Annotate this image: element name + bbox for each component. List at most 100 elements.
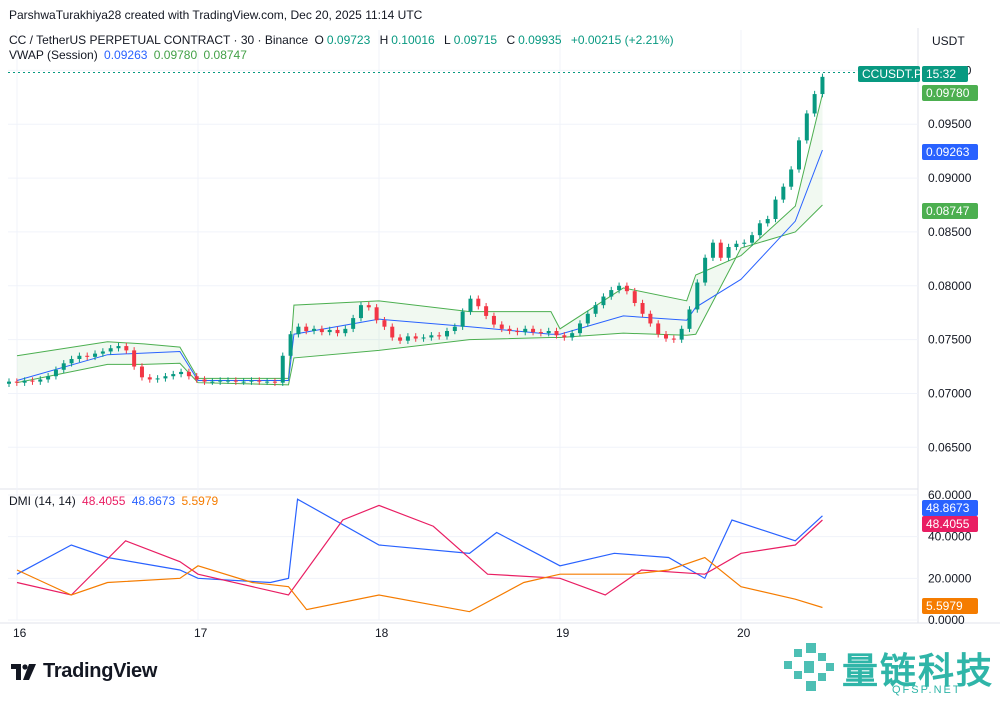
candle-body xyxy=(624,285,629,292)
candle-body xyxy=(562,335,567,338)
candle-body xyxy=(515,331,520,333)
vwap-value: 0.09263 xyxy=(104,48,148,62)
candle-body xyxy=(750,235,755,243)
candle-body xyxy=(163,376,168,379)
time-tick-label: 18 xyxy=(375,626,389,640)
dmi-minus-value: 5.5979 xyxy=(181,494,219,508)
candle-body xyxy=(710,242,715,258)
candle-body xyxy=(77,355,82,359)
countdown-badge-bg xyxy=(922,66,968,82)
candle-body xyxy=(147,377,152,380)
candle-body xyxy=(476,298,481,307)
candle-body xyxy=(366,305,371,308)
candle-body xyxy=(679,328,684,340)
candle-body xyxy=(319,328,324,333)
vwap-upper-badge-bg xyxy=(922,85,978,101)
candle-body xyxy=(671,338,676,340)
candle-body xyxy=(93,353,98,357)
candle-body xyxy=(272,381,277,383)
candle-body xyxy=(327,329,332,333)
vwap-legend: VWAP (Session) 0.09263 0.09780 0.08747 xyxy=(9,48,250,62)
candle-body xyxy=(538,332,543,334)
dmi-tick-label: 60.0000 xyxy=(928,488,972,502)
dmi-tick-label: 20.0000 xyxy=(928,571,972,585)
candle-body xyxy=(585,313,590,324)
vwap-badge: 0.09263 xyxy=(926,145,970,159)
candle-body xyxy=(100,351,105,354)
vwap-lower-value: 0.08747 xyxy=(203,48,247,62)
candle-body xyxy=(241,381,246,383)
candle-body xyxy=(531,328,536,333)
candles xyxy=(7,73,825,387)
candle-body xyxy=(577,323,582,334)
vwap-upper-badge: 0.09780 xyxy=(926,86,970,100)
candle-body xyxy=(445,331,450,337)
candle-body xyxy=(38,379,43,382)
dmi-adx-value: 48.4055 xyxy=(82,494,126,508)
candle-body xyxy=(695,282,700,310)
candle-body xyxy=(570,333,575,338)
vwap-upper-value: 0.09780 xyxy=(153,48,198,62)
symbol-name[interactable]: CC / TetherUS PERPETUAL CONTRACT · 30 · … xyxy=(9,33,309,47)
candle-body xyxy=(390,326,395,338)
candle-body xyxy=(7,381,11,384)
time-tick-label: 20 xyxy=(737,626,751,640)
candle-body xyxy=(155,378,160,380)
candle-body xyxy=(773,199,778,219)
candle-body xyxy=(703,257,708,283)
dmi-legend: DMI (14, 14) 48.4055 48.8673 5.5979 xyxy=(9,494,221,508)
candle-body xyxy=(429,335,434,338)
tradingview-wordmark: TradingView xyxy=(43,660,158,682)
candle-body xyxy=(124,346,129,351)
chart-credit: ParshwaTurakhiya28 created with TradingV… xyxy=(9,8,423,22)
candle-body xyxy=(69,359,74,364)
candle-body xyxy=(812,94,817,114)
dmi-label[interactable]: DMI (14, 14) xyxy=(9,494,76,508)
candle-body xyxy=(757,223,762,236)
candle-body xyxy=(664,334,669,339)
price-tick-label: 0.09000 xyxy=(928,171,972,185)
tradingview-logo[interactable]: TradingView xyxy=(11,660,157,686)
currency-label[interactable]: USDT xyxy=(932,34,965,48)
candle-body xyxy=(116,346,121,349)
candle-body xyxy=(398,337,403,341)
candle-body xyxy=(726,247,731,258)
candle-body xyxy=(218,380,223,382)
candle-body xyxy=(601,296,606,306)
candle-body xyxy=(656,323,661,335)
dmi-lines xyxy=(16,498,823,613)
symbol-legend: CC / TetherUS PERPETUAL CONTRACT · 30 · … xyxy=(9,33,677,47)
candle-body xyxy=(593,305,598,314)
candle-body xyxy=(46,376,51,380)
dmi-adx-badge: 48.4055 xyxy=(926,517,970,531)
candle-body xyxy=(61,363,66,370)
candle-body xyxy=(491,315,496,325)
vwap-label[interactable]: VWAP (Session) xyxy=(9,48,98,62)
candle-body xyxy=(194,376,199,380)
candle-body xyxy=(108,348,113,352)
candle-body xyxy=(179,371,184,375)
vwap-band-fill xyxy=(17,94,823,385)
candle-body xyxy=(186,371,191,377)
candle-body xyxy=(265,381,270,383)
dmi-plus-badge-bg xyxy=(922,500,978,516)
candle-body xyxy=(632,291,637,303)
price-tick-label: 0.09500 xyxy=(928,117,972,131)
candle-body xyxy=(257,380,262,382)
dmi-plus-line xyxy=(16,498,823,584)
vwap-lower-badge: 0.08747 xyxy=(926,204,970,218)
candle-body xyxy=(374,307,379,321)
candle-body xyxy=(202,379,207,382)
candle-body xyxy=(14,381,19,383)
candle-body xyxy=(85,355,90,357)
dmi-minus-line xyxy=(16,556,823,613)
candle-body xyxy=(507,328,512,331)
candle-body xyxy=(648,313,653,324)
candle-body xyxy=(30,380,35,382)
candle-body xyxy=(312,328,317,331)
watermark-text: 量链科技 xyxy=(842,650,995,691)
countdown-badge: 15:32 xyxy=(926,67,956,81)
vwap-lower-badge-bg xyxy=(922,203,978,219)
candle-body xyxy=(249,380,254,382)
candle-body xyxy=(358,305,363,319)
